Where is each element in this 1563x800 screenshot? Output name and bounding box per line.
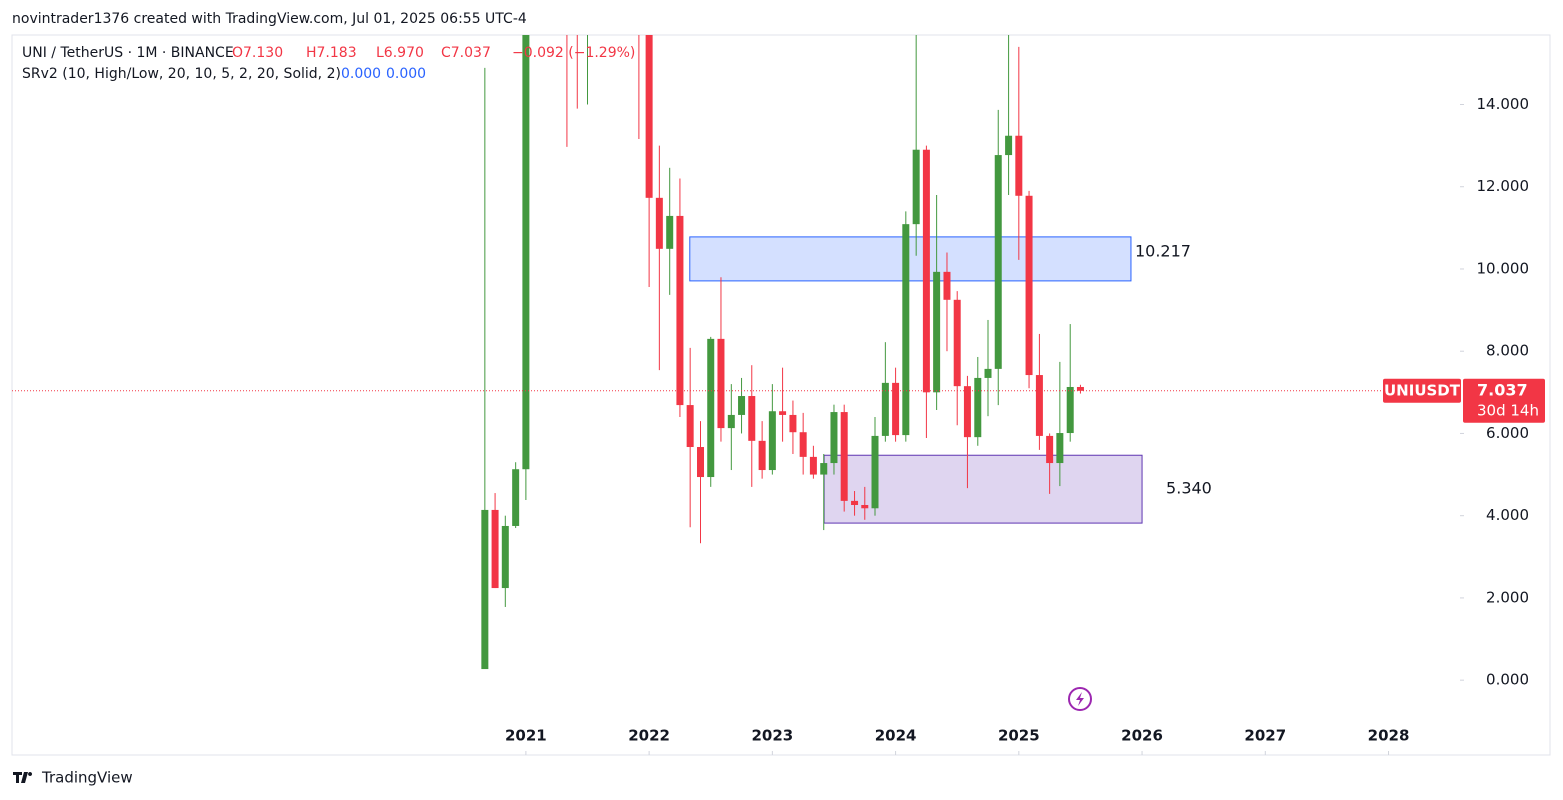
brand: TradingView [41,769,133,787]
plot-area [481,0,1143,670]
brand-logo [13,772,33,783]
candle-body [892,382,900,436]
caption: novintrader1376 created with TradingView… [12,11,527,27]
candle-body [840,412,848,501]
candle-body [881,382,889,436]
candle-body [727,414,735,429]
candle-body [1076,386,1084,391]
candle-body [1015,135,1023,196]
ohlc-close: C7.037 [441,45,491,61]
candle-body [1005,135,1013,156]
x-tick-label: 2024 [875,727,917,745]
candle-body [686,405,694,448]
candle-body [809,456,817,475]
x-tick-label: 2021 [505,727,547,745]
y-tick-label: 14.000 [1477,95,1530,113]
candle-body [707,338,715,478]
candle-body [491,509,499,589]
x-tick-label: 2022 [628,727,670,745]
candle-body [697,447,705,478]
candle-body [748,396,756,441]
candle-body [758,440,766,471]
alert-icon[interactable] [1068,687,1092,711]
ohlc-open: O7.130 [232,45,283,61]
candle-body [974,377,982,438]
candle-body [789,414,797,433]
candle-body [768,411,776,471]
candle-body [676,215,684,406]
candle-body [994,155,1002,369]
candle-body [902,224,910,436]
x-tick-label: 2026 [1121,727,1163,745]
indicator-value: 0.000 [386,66,426,82]
candle-body [512,469,520,526]
x-tick-label: 2025 [998,727,1040,745]
candle-body [655,197,663,249]
zone [689,236,1132,282]
candle-body [830,412,838,464]
candle-body [820,463,828,475]
ohlc-high: H7.183 [306,45,357,61]
candle-body [922,149,930,393]
y-tick-label: 4.000 [1486,506,1529,524]
candle-body [779,411,787,415]
price-countdown: 30d 14h [1477,401,1539,419]
y-tick-label: 10.000 [1477,259,1530,277]
candle-body [666,215,674,249]
candle-body [1066,386,1074,434]
price-value: 7.037 [1477,380,1528,399]
candle-body [799,432,807,457]
x-tick-label: 2027 [1244,727,1286,745]
candle-body [481,509,489,670]
candle-body [933,271,941,393]
indicator-value: 0.000 [341,66,381,82]
candle-body [1035,375,1043,436]
change: −0.092 (−1.29%) [512,45,635,61]
chart-frame [11,34,1551,756]
zone-label: 5.340 [1166,479,1212,498]
x-tick-label: 2023 [751,727,793,745]
candle-body [851,500,859,505]
candle-body [635,0,642,2]
candle-body [645,35,653,198]
candle-body [1056,433,1064,464]
ohlc-low: L6.970 [376,45,424,61]
candle-body [1046,435,1054,464]
y-tick-label: 8.000 [1486,342,1529,360]
candle-body [522,35,530,470]
candle-body [912,149,920,225]
x-tick-label: 2028 [1368,727,1410,745]
y-tick-label: 6.000 [1486,424,1529,442]
candle-body [953,299,961,387]
candle-body [738,396,746,415]
candle-body [501,525,509,589]
candle-body [717,338,725,429]
candle-body [861,504,869,509]
candle-body [871,435,879,509]
price-symbol-box [1383,378,1461,403]
y-tick-label: 12.000 [1477,177,1530,195]
candle-body [1025,195,1033,376]
price-box [1463,378,1545,423]
symbol: UNI / TetherUS · 1M · BINANCE [22,45,234,61]
zone-label: 10.217 [1135,241,1191,260]
candle-body [963,386,971,438]
y-tick-label: 2.000 [1486,588,1529,606]
price-symbol: UNIUSDT [1384,381,1461,399]
indicator: SRv2 (10, High/Low, 20, 10, 5, 2, 20, So… [22,66,341,82]
y-tick-label: 0.000 [1486,671,1529,689]
candle-body [943,271,951,300]
candle-body [984,368,992,378]
